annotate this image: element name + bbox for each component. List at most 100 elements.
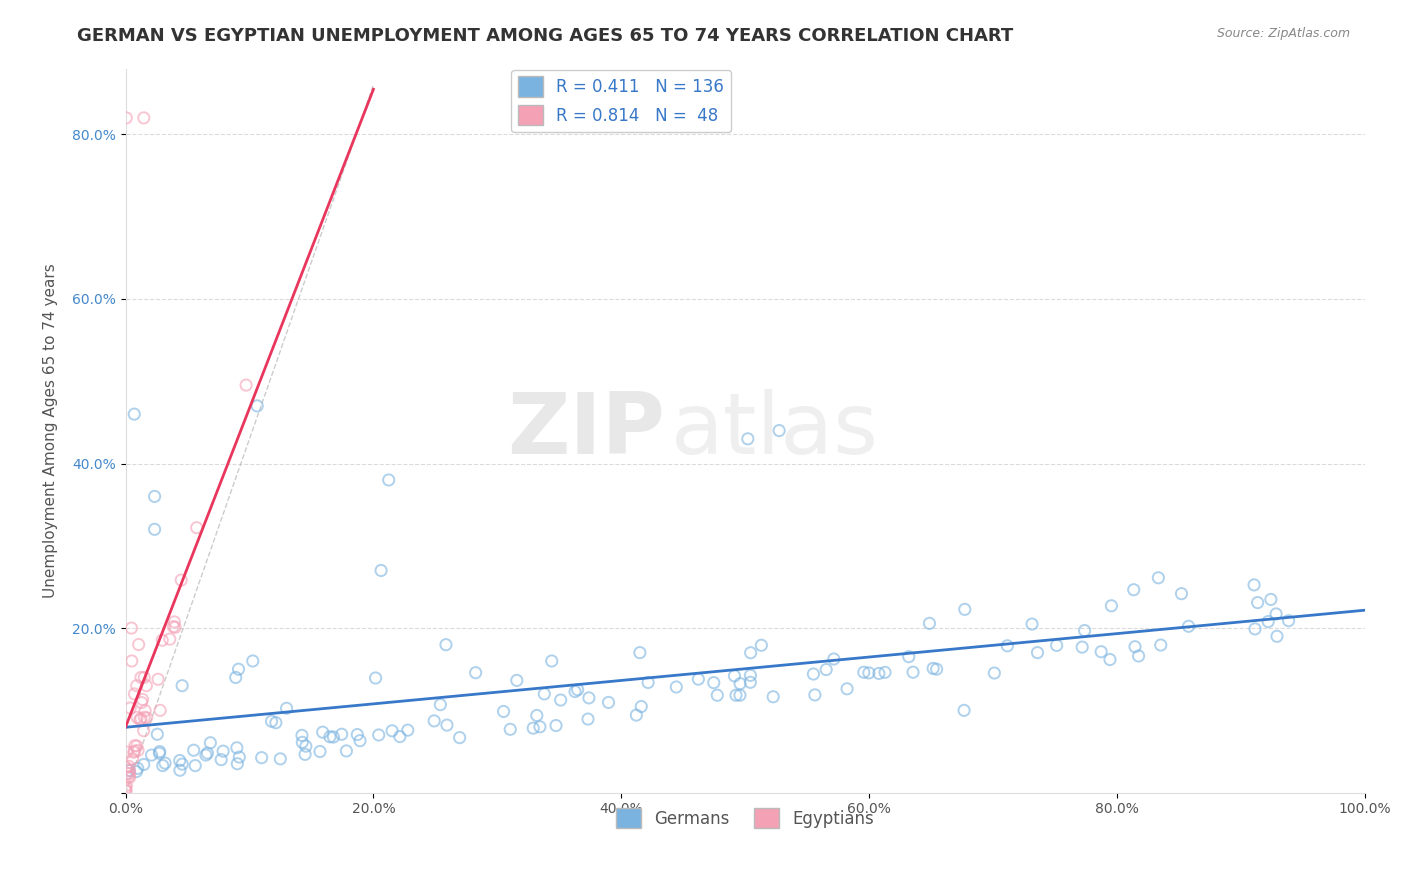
Point [122,745,145,759]
Point [804,688,827,702]
Point [740,668,762,682]
Point [150,633,173,648]
Point [1098,652,1121,666]
Point [131,696,153,710]
Point [146,727,169,741]
Point [118,769,141,783]
Point [246,399,269,413]
Point [1128,648,1150,663]
Point [172,679,194,693]
Point [121,752,143,766]
Point [127,761,149,775]
Point [184,758,207,772]
Point [492,705,515,719]
Point [212,744,235,758]
Point [522,721,544,735]
Point [319,730,342,744]
Point [364,671,387,685]
Point [143,490,166,504]
Point [309,744,332,758]
Point [423,714,446,728]
Text: ZIP: ZIP [506,389,665,472]
Point [235,378,257,392]
Point [706,688,728,702]
Y-axis label: Unemployment Among Ages 65 to 74 years: Unemployment Among Ages 65 to 74 years [44,263,58,598]
Point [953,703,976,717]
Point [225,740,247,755]
Point [118,764,141,778]
Point [183,743,205,757]
Text: GERMAN VS EGYPTIAN UNEMPLOYMENT AMONG AGES 65 TO 74 YEARS CORRELATION CHART: GERMAN VS EGYPTIAN UNEMPLOYMENT AMONG AG… [77,27,1014,45]
Point [118,759,141,773]
Point [995,639,1018,653]
Point [751,638,773,652]
Point [149,745,172,759]
Point [295,739,318,754]
Point [740,646,762,660]
Point [134,704,156,718]
Point [740,675,762,690]
Point [637,675,659,690]
Point [628,646,651,660]
Point [330,727,353,741]
Point [225,670,247,684]
Point [728,676,751,690]
Point [162,619,184,633]
Point [1021,617,1043,632]
Point [1177,619,1199,633]
Point [124,739,146,753]
Point [499,723,522,737]
Point [953,602,976,616]
Point [396,723,419,738]
Point [823,652,845,666]
Point [127,710,149,724]
Point [1147,571,1170,585]
Point [922,661,945,675]
Point [737,432,759,446]
Point [135,679,157,693]
Point [115,745,138,759]
Point [803,667,825,681]
Point [115,766,138,780]
Point [169,764,191,778]
Point [1090,645,1112,659]
Point [250,750,273,764]
Point [665,680,688,694]
Point [242,654,264,668]
Point [873,665,896,680]
Point [228,662,250,676]
Point [349,733,371,747]
Point [153,756,176,771]
Point [170,573,193,587]
Point [269,752,291,766]
Point [370,564,392,578]
Point [852,665,875,680]
Point [381,723,404,738]
Point [1260,592,1282,607]
Point [114,783,136,797]
Point [1243,578,1265,592]
Point [429,698,451,712]
Point [134,710,156,724]
Point [540,654,562,668]
Point [762,690,785,704]
Point [703,675,725,690]
Point [291,728,314,742]
Point [1277,614,1299,628]
Point [159,632,181,646]
Point [626,708,648,723]
Text: Source: ZipAtlas.com: Source: ZipAtlas.com [1216,27,1350,40]
Point [724,688,747,702]
Point [768,424,790,438]
Point [1122,582,1144,597]
Point [124,687,146,701]
Point [141,748,163,763]
Point [335,744,357,758]
Point [598,695,620,709]
Point [436,718,458,732]
Point [526,708,548,723]
Point [388,730,411,744]
Point [1071,640,1094,654]
Point [152,758,174,772]
Point [723,669,745,683]
